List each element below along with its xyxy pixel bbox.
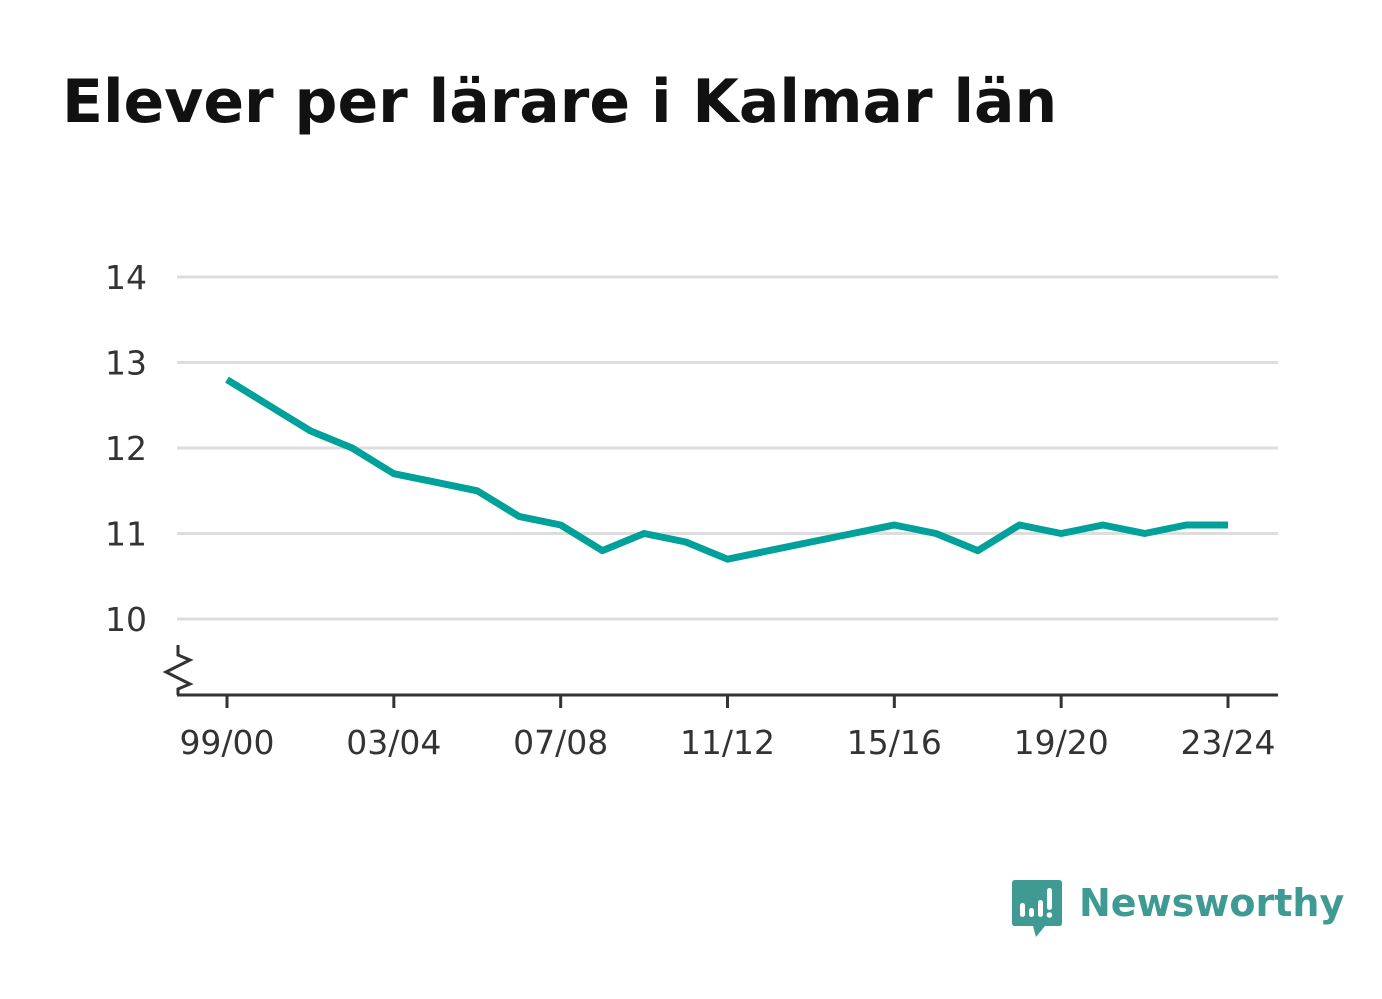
y-tick-label: 13 bbox=[105, 344, 147, 383]
chart-title: Elever per lärare i Kalmar län bbox=[62, 67, 1058, 137]
newsworthy-logo: Newsworthy bbox=[1011, 879, 1344, 941]
x-tick-label: 11/12 bbox=[680, 723, 775, 762]
x-axis-ticks: 99/00 03/04 07/08 11/12 15/16 19/20 23/24 bbox=[179, 695, 1276, 762]
y-tick-label: 14 bbox=[105, 258, 147, 297]
y-axis-tick-labels: 10 11 12 13 14 bbox=[105, 258, 147, 639]
x-tick-label: 23/24 bbox=[1180, 723, 1275, 762]
y-tick-label: 11 bbox=[105, 515, 147, 554]
newsworthy-chat-chart-icon bbox=[1012, 880, 1062, 937]
series-layer bbox=[225, 376, 1228, 563]
gridlines bbox=[177, 275, 1278, 621]
x-tick-label: 99/00 bbox=[179, 723, 274, 762]
y-axis-break-symbol bbox=[162, 645, 194, 695]
x-tick-label: 19/20 bbox=[1014, 723, 1109, 762]
series-line bbox=[225, 376, 1228, 563]
y-tick-label: 10 bbox=[105, 600, 147, 639]
x-tick-label: 03/04 bbox=[346, 723, 441, 762]
x-axis bbox=[162, 645, 1278, 697]
y-tick-label: 12 bbox=[105, 429, 147, 468]
brand-name: Newsworthy bbox=[1079, 881, 1345, 925]
line-chart: 10 11 12 13 14 99/00 03/04 07/08 11/12 15/16 19/2… bbox=[105, 258, 1278, 762]
x-tick-label: 15/16 bbox=[847, 723, 942, 762]
x-tick-label: 07/08 bbox=[513, 723, 608, 762]
